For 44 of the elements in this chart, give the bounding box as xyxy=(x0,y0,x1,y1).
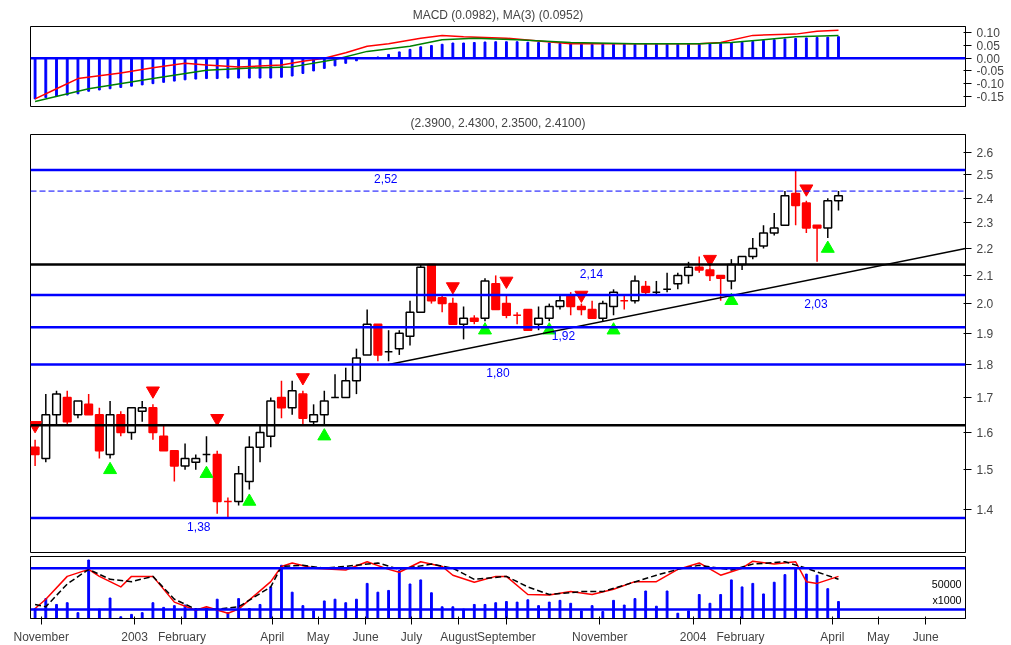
x-tick-label: April xyxy=(260,629,285,644)
y-tick-label: -0.15 xyxy=(976,89,1005,104)
ref-line-label: 1,38 xyxy=(187,520,211,534)
y-tick-label: 0.10 xyxy=(976,26,1001,41)
y-tick-label: 1.6 xyxy=(976,426,994,441)
y-tick-label: 1.5 xyxy=(976,463,994,478)
y-tick-label: 2.6 xyxy=(976,145,994,160)
y-tick-label: 2.1 xyxy=(976,268,994,283)
y-tick-label: 0.05 xyxy=(976,39,1001,54)
y-tick-label: 2.4 xyxy=(976,191,994,206)
x-tick-label: September xyxy=(477,629,536,644)
y-tick-label: 2.5 xyxy=(976,168,994,183)
y-tick-label: -0.05 xyxy=(976,64,1005,79)
x-tick-label: November xyxy=(572,629,628,644)
annotation: 50000 xyxy=(931,578,962,591)
x-tick-label: June xyxy=(352,629,379,644)
ref-line-label: 1,92 xyxy=(551,329,576,344)
ref-line-label: 2,52 xyxy=(374,172,398,187)
x-tick-label: February xyxy=(157,629,207,644)
y-tick-label: 1.7 xyxy=(976,391,994,405)
x-tick-label: November xyxy=(13,629,69,644)
annotation: x1000 xyxy=(932,593,962,606)
x-tick-label: August xyxy=(440,629,479,644)
chart-title: MACD (0.0982), MA(3) (0.0952) xyxy=(412,7,584,22)
x-tick-label: May xyxy=(866,629,890,644)
ref-line-label: 2,14 xyxy=(579,266,604,281)
y-tick-label: -0.10 xyxy=(976,77,1005,92)
y-tick-label: 1.8 xyxy=(976,357,994,372)
chart-title: (2.3900, 2.4300, 2.3500, 2.4100) xyxy=(410,115,586,130)
x-tick-label: February xyxy=(716,629,765,644)
y-tick-label: 1.4 xyxy=(976,503,994,518)
x-tick-label: July xyxy=(400,629,423,644)
y-tick-label: 0.00 xyxy=(976,51,1001,66)
y-tick-label: 2.3 xyxy=(976,216,994,231)
y-tick-label: 2.2 xyxy=(976,242,994,257)
x-tick-label: 2004 xyxy=(679,629,707,644)
x-tick-label: April xyxy=(820,629,845,644)
x-tick-label: June xyxy=(912,629,940,644)
x-tick-label: 2003 xyxy=(121,629,149,644)
y-tick-label: 2.0 xyxy=(976,297,994,312)
x-tick-label: May xyxy=(306,629,330,644)
ref-line-label: 2,03 xyxy=(804,297,828,311)
ref-line-label: 1,80 xyxy=(486,366,510,381)
y-tick-label: 1.9 xyxy=(976,326,994,341)
